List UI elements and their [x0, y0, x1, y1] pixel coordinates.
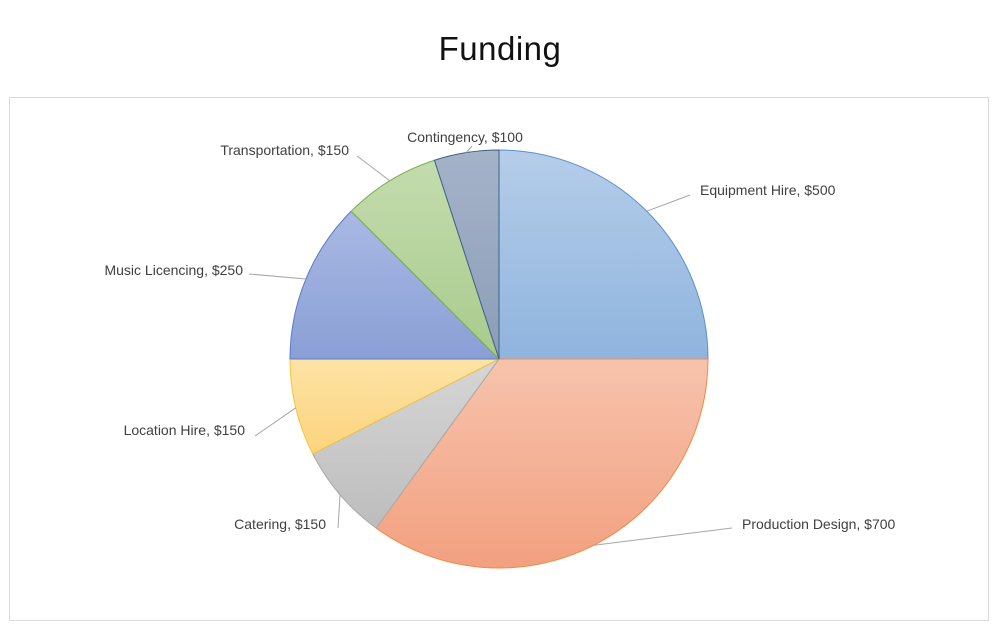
- data-label-location-hire: Location Hire, $150: [124, 422, 246, 438]
- leader-line: [593, 527, 733, 546]
- pie-slice-production-design: [375, 358, 709, 569]
- leader-line: [337, 494, 341, 529]
- pie-slice-location-hire: [289, 358, 500, 455]
- data-label-equipment-hire: Equipment Hire, $500: [700, 182, 836, 198]
- pie-slice-catering: [312, 358, 500, 529]
- pie-slice-transportation: [350, 159, 500, 360]
- chart-title: Funding: [438, 30, 562, 67]
- chart-area: [9, 97, 989, 621]
- leader-line: [254, 407, 297, 437]
- data-label-catering: Catering, $150: [234, 516, 326, 532]
- leader-line: [465, 145, 473, 153]
- data-label-contingency: Contingency, $100: [407, 129, 523, 145]
- data-label-production-design: Production Design, $700: [742, 516, 896, 532]
- leader-line: [646, 194, 691, 212]
- pie-slice-equipment-hire: [498, 149, 709, 360]
- pie-slice-music-licencing: [289, 210, 501, 360]
- data-label-transportation: Transportation, $150: [220, 142, 349, 158]
- leader-line: [356, 155, 391, 182]
- data-label-music-licencing: Music Licencing, $250: [104, 262, 243, 278]
- leader-line: [248, 273, 306, 280]
